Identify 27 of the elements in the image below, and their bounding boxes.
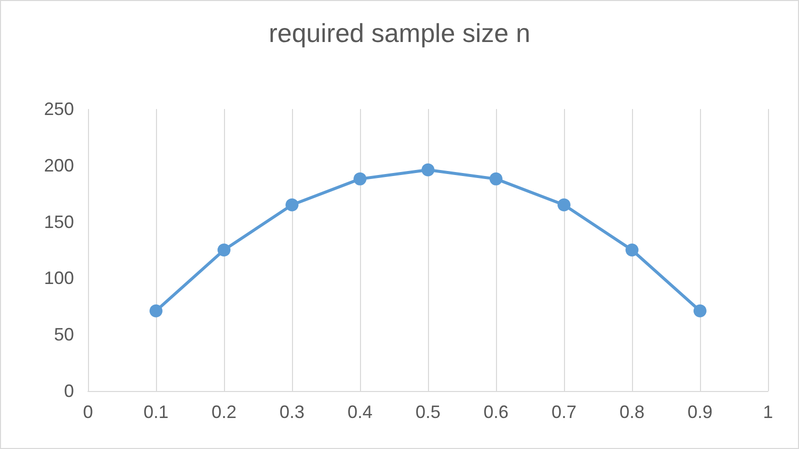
x-tick-label: 0.6	[483, 402, 509, 422]
y-tick-label: 150	[44, 212, 74, 232]
y-tick-label: 100	[44, 268, 74, 288]
y-tick-label: 200	[44, 155, 74, 176]
x-tick-label: 0.7	[551, 402, 577, 422]
point	[422, 163, 434, 176]
chart-title: required sample size n	[268, 18, 530, 48]
x-tick-label: 0.1	[143, 402, 169, 422]
y-tick-label: 50	[54, 324, 74, 345]
point	[490, 172, 502, 186]
point	[150, 304, 162, 318]
x-tick-label: 0.3	[279, 402, 305, 422]
point	[218, 244, 230, 256]
y-tick-label: 250	[44, 99, 74, 119]
x-tick-label: 0.9	[687, 402, 713, 422]
x-tick-label: 0.4	[347, 402, 373, 422]
x-tick-label: 0.8	[619, 402, 645, 422]
point	[354, 172, 366, 186]
x-tick-label: 1	[762, 402, 774, 422]
x-tick-label: 0	[82, 402, 94, 422]
y-tick-label: 0	[64, 381, 74, 401]
x-tick-label: 0.5	[415, 402, 441, 422]
point	[694, 304, 706, 318]
point	[558, 198, 570, 212]
x-tick-label: 0.2	[211, 402, 237, 422]
point	[626, 244, 638, 256]
point	[286, 198, 298, 212]
